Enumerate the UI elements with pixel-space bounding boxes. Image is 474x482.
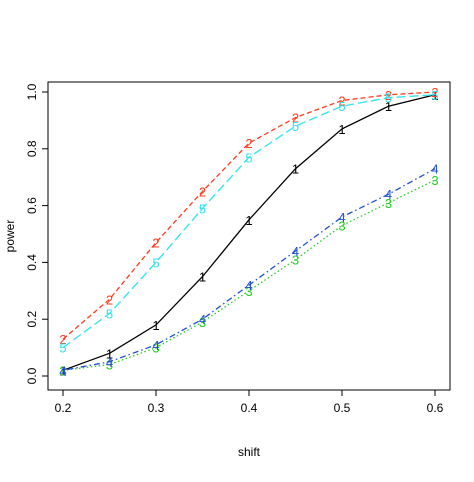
data-point-marker: 4 [245,278,252,293]
data-point-marker: 4 [59,363,66,378]
series-line [62,179,436,371]
series-line [62,91,436,340]
y-axis-label: power [3,220,17,253]
data-point-marker: 3 [106,358,113,373]
data-point-marker: 5 [59,341,66,356]
data-point-marker: 3 [338,218,345,233]
x-tick-label: 0.5 [334,401,351,415]
data-point-marker: 4 [152,338,159,353]
y-tick-label: 0.6 [25,197,39,214]
data-point-marker: 3 [385,196,392,211]
y-axis: 0.0 0.2 0.4 0.6 0.8 1.0 [25,83,49,384]
data-point-marker: 2 [338,94,345,109]
data-point-marker: 2 [385,88,392,103]
series-1: 1 1 1 1 1 1 1 1 1 [59,88,438,378]
data-point-marker: 5 [152,255,159,270]
data-point-marker: 2 [199,184,206,199]
data-point-marker: 5 [338,99,345,114]
data-point-marker: 5 [106,307,113,322]
data-point-marker: 1 [152,318,159,333]
data-point-marker: 1 [106,346,113,361]
data-point-marker: 2 [292,111,299,126]
data-point-marker: 2 [106,292,113,307]
data-point-marker: 5 [385,91,392,106]
data-point-marker: 1 [245,213,252,228]
y-tick-label: 0.0 [25,367,39,384]
x-tick-label: 0.2 [55,401,72,415]
series-5: 5 5 5 5 5 5 5 5 5 [59,88,438,356]
data-point-marker: 3 [59,363,66,378]
data-point-marker: 5 [199,201,206,216]
series-line [62,94,436,349]
data-point-marker: 5 [245,150,252,165]
data-point-marker: 2 [59,332,66,347]
data-point-marker: 4 [385,187,392,202]
data-point-marker: 2 [245,136,252,151]
data-point-marker: 3 [199,315,206,330]
data-point-marker: 1 [199,270,206,285]
data-point-marker: 2 [431,85,438,100]
data-point-marker: 3 [292,253,299,268]
y-tick-label: 0.2 [25,311,39,328]
data-point-marker: 5 [292,119,299,134]
y-tick-label: 0.4 [25,254,39,271]
series-3: 3 3 3 3 3 3 3 3 3 [59,173,438,378]
data-point-marker: 4 [431,162,438,177]
data-point-marker: 4 [292,244,299,259]
y-tick-label: 1.0 [25,83,39,100]
series-2: 2 2 2 2 2 2 2 2 2 [59,85,438,347]
x-axis-label: shift [238,445,261,459]
x-tick-label: 0.4 [241,401,258,415]
data-point-marker: 4 [338,210,345,225]
x-tick-label: 0.6 [427,401,444,415]
data-point-marker: 3 [152,341,159,356]
y-tick-label: 0.8 [25,140,39,157]
data-point-marker: 4 [106,355,113,370]
data-point-marker: 1 [431,88,438,103]
series-line [62,94,436,371]
data-point-marker: 1 [292,162,299,177]
data-point-marker: 3 [431,173,438,188]
series-4: 4 4 4 4 4 4 4 4 4 [59,162,438,379]
x-tick-label: 0.3 [148,401,165,415]
data-point-marker: 3 [245,284,252,299]
data-point-marker: 2 [152,236,159,251]
data-point-marker: 4 [199,312,206,327]
data-point-marker: 1 [385,99,392,114]
x-axis: 0.2 0.3 0.4 0.5 0.6 [55,389,444,415]
series-line [62,168,436,371]
data-point-marker: 1 [59,363,66,378]
data-point-marker: 5 [431,88,438,103]
plot-frame [47,81,451,391]
data-point-marker: 1 [338,122,345,137]
